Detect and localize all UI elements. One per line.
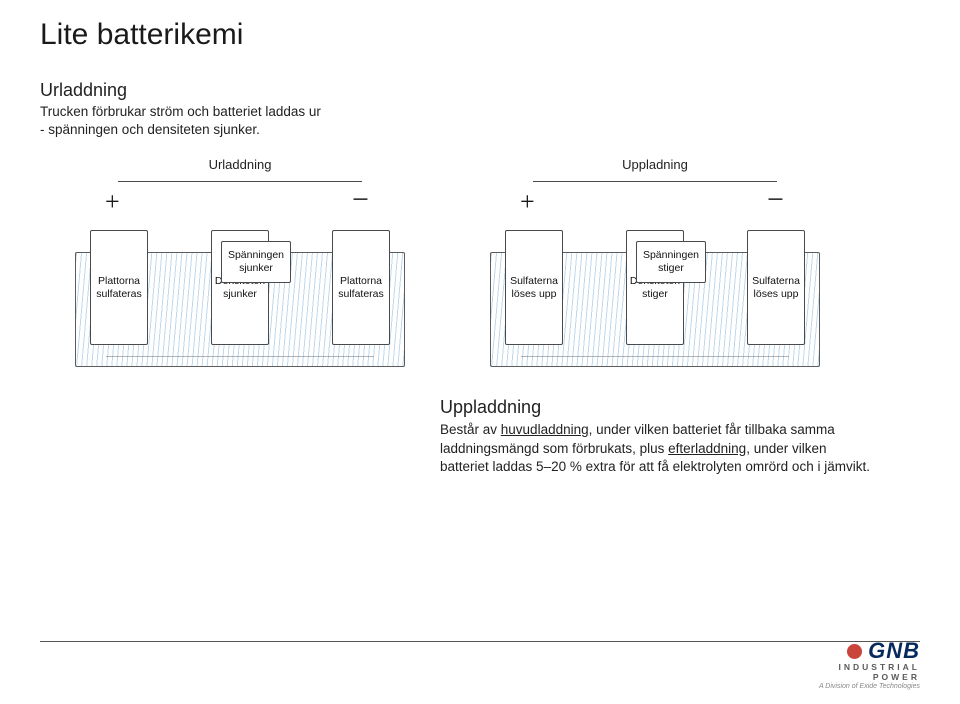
electrolyte-label: Spänningen sjunker <box>221 241 291 283</box>
sign-minus-icon: − <box>352 183 369 217</box>
casing-rib <box>106 356 374 360</box>
discharge-heading: Urladdning <box>40 80 920 101</box>
plate-left: Sulfaterna löses upp <box>505 230 563 345</box>
sign-plus-icon: + <box>105 187 120 217</box>
brand-text: GNB <box>868 638 920 664</box>
diagram-row: Urladdning + − Spänningen sjunker Platto… <box>60 157 920 367</box>
brand-sub1: INDUSTRIAL POWER <box>790 662 920 682</box>
discharge-body: Trucken förbrukar ström och batteriet la… <box>40 103 920 139</box>
wire-top <box>118 181 362 182</box>
brand-sub2: A Division of Exide Technologies <box>790 683 920 690</box>
discharge-line1: Trucken förbrukar ström och batteriet la… <box>40 104 321 119</box>
plate-right: Sulfaterna löses upp <box>747 230 805 345</box>
sign-plus-icon: + <box>520 187 535 217</box>
charging-block: Uppladdning Består av huvudladdning, und… <box>440 397 870 476</box>
diagram-charge-title: Uppladning <box>622 157 688 172</box>
wire-top <box>533 181 777 182</box>
charging-heading: Uppladdning <box>440 397 870 418</box>
diagram-charge: Uppladning + − Spänningen stiger Sulfate… <box>475 157 835 367</box>
electrolyte-label: Spänningen stiger <box>636 241 706 283</box>
diagram-discharge: Urladdning + − Spänningen sjunker Platto… <box>60 157 420 367</box>
plate-left: Plattorna sulfateras <box>90 230 148 345</box>
page-title: Lite batterikemi <box>40 18 920 52</box>
diagram-discharge-title: Urladdning <box>209 157 272 172</box>
footer-rule <box>40 641 920 642</box>
brand-logo: GNB INDUSTRIAL POWER A Division of Exide… <box>790 638 920 690</box>
plate-right: Plattorna sulfateras <box>332 230 390 345</box>
discharge-block: Urladdning Trucken förbrukar ström och b… <box>40 80 920 139</box>
charging-body: Består av huvudladdning, under vilken ba… <box>440 421 870 476</box>
brand-mark: GNB <box>790 638 920 664</box>
casing-rib <box>521 356 789 360</box>
sign-minus-icon: − <box>767 183 784 217</box>
discharge-line2: - spänningen och densiteten sjunker. <box>40 122 260 137</box>
brand-dot-icon <box>847 644 862 659</box>
